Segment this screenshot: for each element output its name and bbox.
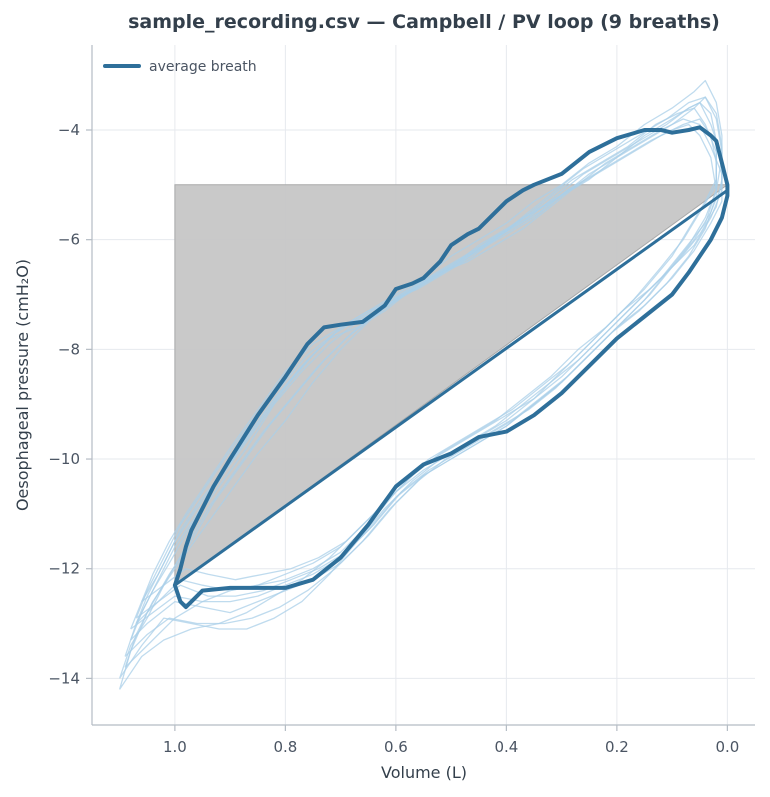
y-ticks: −14 −12 −10 −8 −6 −4 bbox=[48, 121, 92, 687]
breath-trace-6 bbox=[141, 79, 723, 603]
legend: average breath bbox=[103, 59, 257, 75]
average-breath-layer bbox=[172, 125, 730, 610]
y-tick-label-1: −12 bbox=[48, 560, 80, 578]
x-tick-label-4: 0.2 bbox=[605, 738, 629, 756]
average-breath-line bbox=[172, 125, 730, 610]
x-tick-label-5: 0.0 bbox=[715, 738, 739, 756]
chart-title: sample_recording.csv — Campbell / PV loo… bbox=[128, 11, 720, 33]
y-axis-label: Oesophageal pressure (cmH₂O) bbox=[13, 259, 32, 511]
x-tick-label-3: 0.4 bbox=[494, 738, 518, 756]
x-axis-label: Volume (L) bbox=[381, 763, 467, 782]
y-tick-label-5: −4 bbox=[58, 121, 80, 139]
y-tick-label-2: −10 bbox=[48, 450, 80, 468]
axes bbox=[91, 45, 755, 726]
y-tick-label-4: −6 bbox=[58, 231, 80, 249]
legend-label-average: average breath bbox=[149, 59, 257, 75]
breath-trace-9 bbox=[135, 96, 723, 624]
chord-line bbox=[174, 189, 729, 587]
x-tick-label-2: 0.6 bbox=[384, 738, 408, 756]
breath-trace-8 bbox=[118, 123, 717, 679]
breath-trace-5 bbox=[124, 118, 717, 657]
chord-layer bbox=[174, 189, 729, 587]
y-tick-label-3: −8 bbox=[58, 340, 80, 358]
x-ticks: 1.0 0.8 0.6 0.4 0.2 0.0 bbox=[163, 725, 739, 756]
x-tick-label-1: 0.8 bbox=[273, 738, 297, 756]
x-tick-label-0: 1.0 bbox=[163, 738, 187, 756]
y-tick-label-0: −14 bbox=[48, 669, 80, 687]
